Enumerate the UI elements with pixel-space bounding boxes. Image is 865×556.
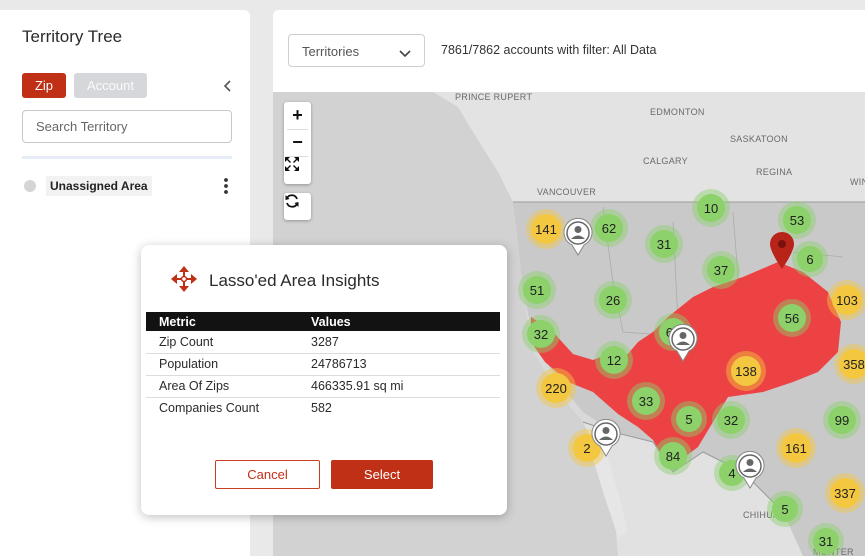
map-cluster[interactable]: 220 <box>541 373 571 403</box>
map-cluster[interactable]: 84 <box>659 442 687 470</box>
value-cell: 582 <box>311 401 332 416</box>
map-cluster[interactable]: 32 <box>717 406 745 434</box>
map-cluster[interactable]: 6 <box>797 246 823 272</box>
territories-dropdown[interactable]: Territories <box>288 34 425 67</box>
location-marker-icon[interactable] <box>768 230 796 270</box>
tree-divider <box>22 156 232 159</box>
table-row: Area Of Zips 466335.91 sq mi <box>146 375 500 398</box>
map-cluster[interactable]: 33 <box>632 387 660 415</box>
select-button[interactable]: Select <box>331 460 433 489</box>
value-cell: 466335.91 sq mi <box>311 375 500 398</box>
tree-item-label: Unassigned Area <box>46 176 152 196</box>
map-cluster[interactable]: 358 <box>839 349 865 379</box>
map-cluster[interactable]: 10 <box>697 194 725 222</box>
map-toolbar: Territories 7861/7862 accounts with filt… <box>273 10 865 92</box>
table-header-row: Metric Values <box>146 312 500 331</box>
map-cluster[interactable]: 26 <box>599 286 627 314</box>
map-cluster[interactable]: 51 <box>523 276 551 304</box>
dropdown-selected-value: Territories <box>302 44 360 59</box>
map-cluster[interactable]: 138 <box>731 356 761 386</box>
map-place-label: SASKATOON <box>730 134 788 144</box>
user-location-pin-icon[interactable] <box>590 419 622 457</box>
map-cluster[interactable]: 37 <box>707 256 735 284</box>
map-cluster[interactable]: 141 <box>531 214 561 244</box>
column-header-metric: Metric <box>146 312 311 331</box>
metric-cell: Companies Count <box>159 401 260 416</box>
value-cell: 24786713 <box>311 353 500 376</box>
map-cluster[interactable]: 5 <box>772 496 798 522</box>
territory-search-input[interactable] <box>22 110 232 143</box>
table-row: Zip Count 3287 <box>146 331 500 354</box>
fullscreen-button[interactable] <box>284 156 311 183</box>
user-location-pin-icon[interactable] <box>667 324 699 362</box>
refresh-icon <box>285 194 299 208</box>
value-cell: 3287 <box>311 331 500 354</box>
map-place-label: WIN <box>850 177 865 187</box>
map-cluster[interactable]: 337 <box>830 478 860 508</box>
dialog-title: Lasso'ed Area Insights <box>209 271 380 290</box>
metric-cell: Population <box>146 353 311 376</box>
move-arrows-icon <box>170 265 198 293</box>
collapse-sidebar-icon[interactable] <box>220 78 236 94</box>
map-cluster[interactable]: 56 <box>778 304 806 332</box>
fullscreen-icon <box>285 157 299 171</box>
sidebar-title: Territory Tree <box>22 27 123 46</box>
map-cluster[interactable]: 5 <box>676 406 702 432</box>
table-row: Companies Count 582 <box>146 397 500 419</box>
table-row: Population 24786713 <box>146 353 500 376</box>
chevron-down-icon <box>398 46 412 58</box>
filter-status-text: 7861/7862 accounts with filter: All Data <box>441 43 657 57</box>
zoom-controls: + − <box>284 102 311 184</box>
metric-cell: Zip Count <box>146 331 311 354</box>
map-cluster[interactable]: 62 <box>595 214 623 242</box>
map-cluster[interactable]: 99 <box>828 406 856 434</box>
zoom-divider <box>287 129 308 130</box>
column-header-values: Values <box>311 312 500 331</box>
zoom-in-button[interactable]: + <box>284 102 311 129</box>
metric-cell: Area Of Zips <box>146 375 311 398</box>
map-place-label: CHIHUA <box>743 510 780 520</box>
zip-toggle-button[interactable]: Zip <box>22 73 66 98</box>
zoom-divider <box>287 156 308 157</box>
map-cluster[interactable]: 31 <box>813 528 839 554</box>
map-cluster[interactable]: 12 <box>600 346 628 374</box>
map-place-label: CALGARY <box>643 156 688 166</box>
map-cluster[interactable]: 53 <box>783 206 811 234</box>
map-cluster[interactable]: 32 <box>527 320 555 348</box>
map-cluster[interactable]: 161 <box>781 433 811 463</box>
map-cluster[interactable]: 31 <box>650 230 678 258</box>
zoom-out-button[interactable]: − <box>284 129 311 156</box>
tree-item-unassigned-area[interactable]: Unassigned Area <box>22 175 236 197</box>
user-location-pin-icon[interactable] <box>734 451 766 489</box>
user-location-pin-icon[interactable] <box>562 218 594 256</box>
insights-table: Metric Values Zip Count 3287 Population … <box>146 312 500 419</box>
refresh-button[interactable] <box>284 193 311 220</box>
map-place-label: REGINA <box>756 167 793 177</box>
lasso-insights-dialog: Lasso'ed Area Insights Metric Values Zip… <box>141 245 507 515</box>
account-toggle-button[interactable]: Account <box>74 73 147 98</box>
map-cluster[interactable]: 103 <box>832 285 862 315</box>
map-place-label: PRINCE RUPERT <box>455 92 533 102</box>
map-place-label: EDMONTON <box>650 107 705 117</box>
status-dot <box>24 180 36 192</box>
cancel-button[interactable]: Cancel <box>215 460 320 489</box>
kebab-menu-icon[interactable] <box>220 175 232 197</box>
map-place-label: VANCOUVER <box>537 187 597 197</box>
